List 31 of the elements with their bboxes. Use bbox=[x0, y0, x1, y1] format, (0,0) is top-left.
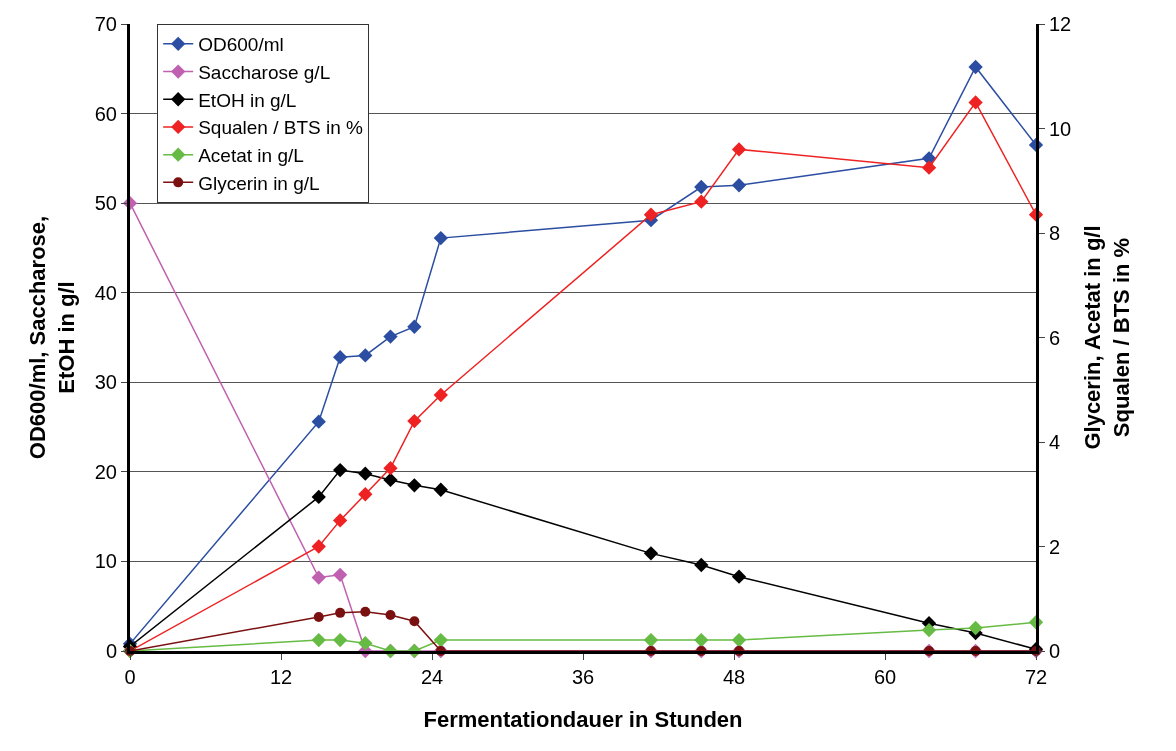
x-tick-label: 48 bbox=[722, 666, 746, 688]
x-tick-label: 12 bbox=[269, 666, 293, 688]
x-tick-label: 36 bbox=[571, 666, 595, 688]
x-tick-label: 72 bbox=[1024, 666, 1048, 688]
y-tick-label: 0 bbox=[105, 640, 117, 662]
legend-label: Saccharose g/L bbox=[198, 61, 331, 83]
y-axis-title: OD600/ml, Saccharose, EtOH in g/l bbox=[24, 215, 79, 460]
legend-label: EtOH in g/L bbox=[198, 89, 297, 111]
x-axis-title: Fermentationdauer in Stunden bbox=[423, 706, 743, 732]
y2-tick-label: 6 bbox=[1049, 326, 1061, 349]
legend-label: Glycerin in g/L bbox=[198, 172, 320, 194]
y2-tick-label: 2 bbox=[1049, 535, 1061, 558]
y2-tick-label: 12 bbox=[1049, 13, 1072, 35]
y2-tick-label: 10 bbox=[1049, 117, 1072, 140]
y2-tick-label: 0 bbox=[1049, 640, 1061, 662]
legend-label: OD600/ml bbox=[198, 34, 284, 56]
y2-tick-label: 8 bbox=[1049, 222, 1061, 244]
y-tick-label: 30 bbox=[94, 371, 117, 394]
legend-label: Acetat in g/L bbox=[198, 145, 304, 167]
y-tick-label: 20 bbox=[94, 460, 117, 483]
y-tick-label: 10 bbox=[94, 550, 117, 573]
legend-label: Squalen / BTS in % bbox=[198, 117, 364, 139]
y-tick-label: 50 bbox=[94, 192, 117, 215]
x-tick-label: 0 bbox=[124, 666, 136, 688]
y2-tick-label: 4 bbox=[1049, 431, 1061, 453]
y-tick-label: 70 bbox=[94, 13, 117, 35]
y2-axis-title: Glycerin, Acetat in g/l Squalen / BTS in % bbox=[1080, 225, 1134, 450]
y-tick-label: 40 bbox=[94, 281, 117, 304]
x-tick-label: 24 bbox=[420, 666, 444, 688]
x-tick-label: 60 bbox=[873, 666, 897, 688]
y-tick-label: 60 bbox=[94, 102, 117, 125]
